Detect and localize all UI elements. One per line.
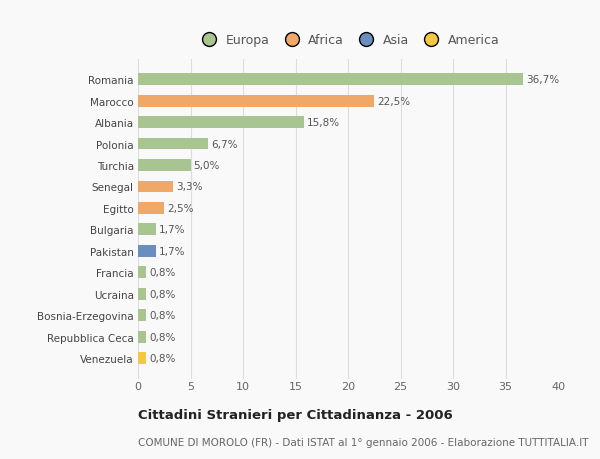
Text: 0,8%: 0,8% [149,332,176,342]
Bar [138,246,156,257]
Text: 15,8%: 15,8% [307,118,340,128]
Text: 22,5%: 22,5% [377,96,410,106]
Bar [138,353,146,364]
Bar [138,160,191,172]
Text: 0,8%: 0,8% [149,353,176,363]
Bar [138,117,304,129]
Text: 2,5%: 2,5% [167,203,194,213]
Bar [138,138,208,150]
Bar [138,267,146,279]
Legend: Europa, Africa, Asia, America: Europa, Africa, Asia, America [197,34,499,47]
Text: 1,7%: 1,7% [159,225,185,235]
Text: 6,7%: 6,7% [212,139,238,149]
Bar [138,288,146,300]
Text: 0,8%: 0,8% [149,310,176,320]
Bar [138,310,146,321]
Text: Cittadini Stranieri per Cittadinanza - 2006: Cittadini Stranieri per Cittadinanza - 2… [138,408,453,421]
Bar [138,202,164,214]
Bar [138,74,523,86]
Bar [138,224,156,236]
Bar [138,331,146,343]
Text: 5,0%: 5,0% [194,161,220,171]
Bar [138,181,173,193]
Text: 0,8%: 0,8% [149,268,176,278]
Text: COMUNE DI MOROLO (FR) - Dati ISTAT al 1° gennaio 2006 - Elaborazione TUTTITALIA.: COMUNE DI MOROLO (FR) - Dati ISTAT al 1°… [138,437,589,447]
Bar [138,95,374,107]
Text: 3,3%: 3,3% [176,182,202,192]
Text: 36,7%: 36,7% [527,75,560,85]
Text: 1,7%: 1,7% [159,246,185,256]
Text: 0,8%: 0,8% [149,289,176,299]
